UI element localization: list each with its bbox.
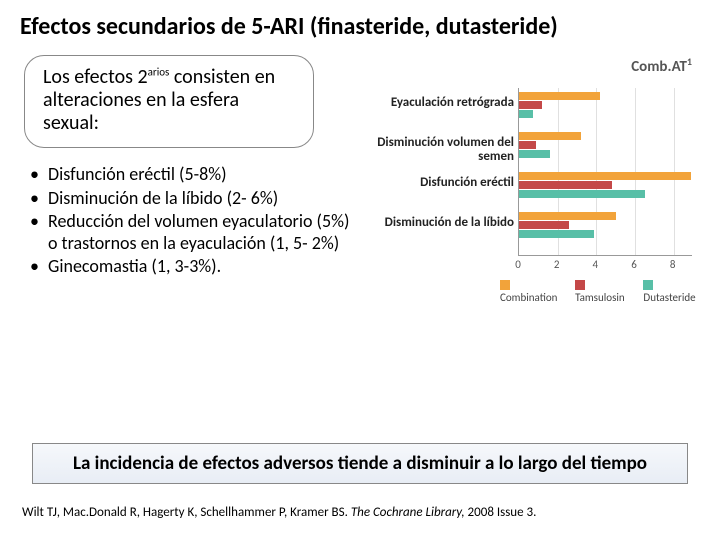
legend-swatch (643, 280, 653, 290)
legend-label: Combination (500, 291, 557, 304)
chart-category-label: Disminución volumen del semen (368, 136, 514, 163)
ref-em: The Cochrane Library, (351, 505, 468, 520)
chart-legend: Combination Tamsulosin Dutasteride (500, 278, 700, 304)
chart-x-tick: 6 (624, 258, 644, 271)
chart-x-tick: 8 (663, 258, 683, 271)
chart-bar (519, 172, 691, 180)
conclusion-box: La incidencia de efectos adversos tiende… (32, 443, 688, 484)
list-item: Disfunción eréctil (5-8%) (30, 164, 360, 186)
chart-category-label: Disminución de la líbido (368, 216, 514, 230)
legend-label: Tamsulosin (575, 291, 625, 304)
chart-category-label: Disfunción eréctil (368, 176, 514, 190)
title-main: Efectos secundarios de 5-ARI (20, 12, 310, 41)
legend-item: Dutasteride (643, 278, 700, 304)
ref-post: 2008 Issue 3. (468, 505, 537, 520)
legend-item: Combination (500, 278, 561, 304)
chart-x-tick: 0 (508, 258, 528, 271)
chart-bar (519, 221, 569, 229)
slide-title: Efectos secundarios de 5-ARI (finasterid… (20, 12, 700, 41)
conclusion-text: La incidencia de efectos adversos tiende… (73, 452, 647, 475)
chart-category-label: Eyaculación retrógrada (368, 96, 514, 110)
chart-bar (519, 230, 594, 238)
chart-bar (519, 101, 542, 109)
ref-pre: Wilt TJ, Mac.Donald R, Hagerty K, Schell… (22, 505, 351, 520)
chart-bar (519, 110, 533, 118)
intro-sup: arios (148, 65, 170, 78)
intro-box: Los efectos 2arios consisten en alteraci… (24, 55, 314, 148)
reference: Wilt TJ, Mac.Donald R, Hagerty K, Schell… (22, 505, 536, 520)
title-paren: (finasteride, dutasteride) (310, 12, 558, 41)
legend-item: Tamsulosin (575, 278, 629, 304)
chart-bar (519, 212, 616, 220)
chart-bar (519, 190, 645, 198)
chart-bar (519, 132, 581, 140)
intro-pre: Los efectos 2 (43, 65, 148, 89)
chart-x-tick: 2 (547, 258, 567, 271)
chart-bar (519, 92, 600, 100)
chart-plot (518, 88, 692, 256)
chart-bar (519, 141, 536, 149)
chart-title-text: Comb.AT (631, 58, 687, 76)
chart-title-sup: 1 (687, 55, 692, 68)
list-item: Ginecomastia (1, 3-3%). (30, 256, 360, 278)
chart-bar (519, 181, 612, 189)
chart-x-tick: 4 (585, 258, 605, 271)
chart-title: Comb.AT1 (370, 55, 700, 76)
legend-swatch (575, 280, 585, 290)
list-item: Disminución de la líbido (2- 6%) (30, 188, 360, 210)
bar-chart: 0 2 4 6 8 Eyaculación retrógrada Disminución v… (370, 80, 700, 300)
list-item: Reducción del volumen eyaculatorio (5%) … (30, 211, 360, 254)
legend-swatch (500, 280, 510, 290)
chart-bar (519, 150, 550, 158)
legend-label: Dutasteride (643, 291, 695, 304)
bullets-list: Disfunción eréctil (5-8%) Disminución de… (20, 164, 360, 278)
